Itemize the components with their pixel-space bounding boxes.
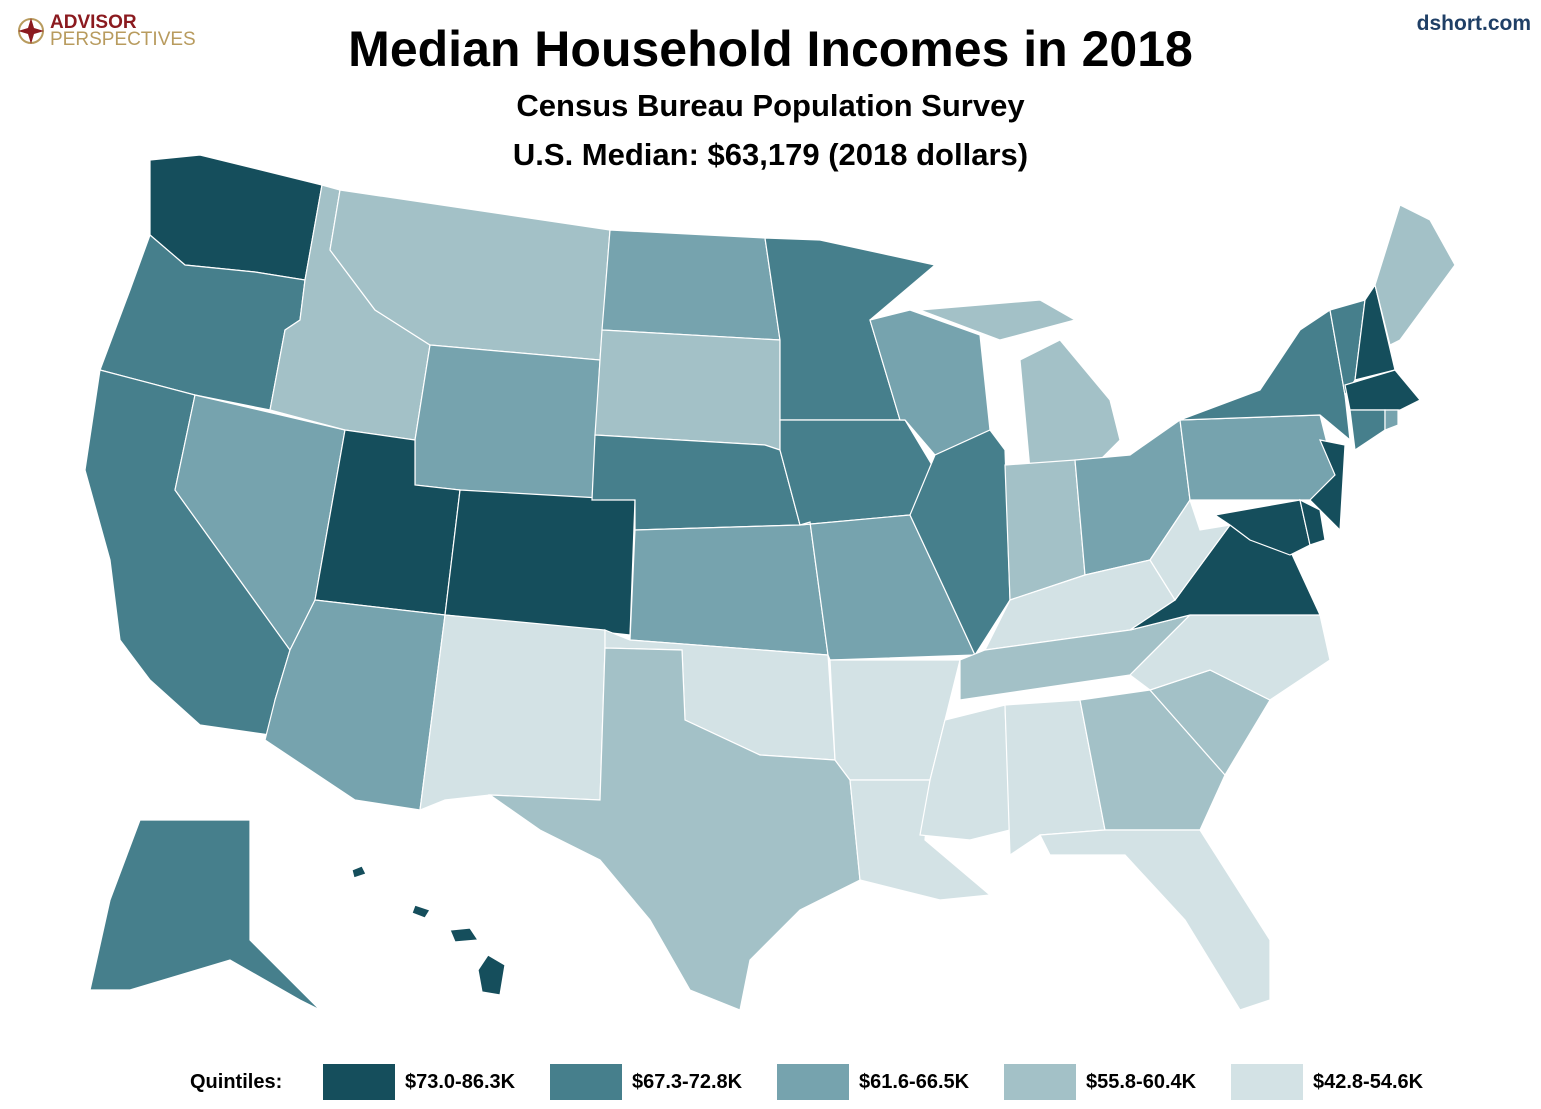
legend-swatch: [1004, 1064, 1076, 1100]
state-hi: [351, 865, 506, 996]
state-ga: [1079, 689, 1226, 831]
legend-item-label: $61.6-66.5K: [859, 1070, 970, 1093]
legend-swatch: [323, 1064, 395, 1100]
logo-line2: PERSPECTIVES: [50, 29, 196, 50]
legend: Quintiles: $73.0-86.3K $67.3-72.8K $61.6…: [190, 1064, 1490, 1100]
us-choropleth-map: [84, 154, 1456, 1011]
legend-item-label: $42.8-54.6K: [1313, 1070, 1424, 1093]
site-name: dshort.com: [1416, 12, 1531, 35]
legend-item-label: $55.8-60.4K: [1086, 1070, 1197, 1093]
state-sd: [594, 329, 781, 451]
legend-swatch: [777, 1064, 849, 1100]
state-nm: [419, 614, 606, 811]
state-me: [1374, 204, 1456, 346]
state-nd: [601, 229, 781, 341]
map-subtitle-median: U.S. Median: $63,179 (2018 dollars): [512, 137, 1029, 172]
state-nj: [1309, 439, 1346, 532]
state-fl: [1039, 829, 1271, 1011]
legend-item-label: $67.3-72.8K: [632, 1070, 743, 1093]
state-ak: [89, 819, 321, 1011]
legend-item-label: $73.0-86.3K: [405, 1070, 516, 1093]
logo-line1: ADVISOR: [50, 12, 137, 33]
state-co: [444, 489, 636, 636]
state-de: [1299, 498, 1326, 546]
advisor-perspectives-logo: ADVISOR PERSPECTIVES: [16, 12, 196, 50]
state-ct: [1349, 409, 1386, 452]
state-ma: [1344, 369, 1421, 411]
state-pa: [1179, 414, 1336, 501]
state-il: [909, 429, 1011, 657]
state-tx: [487, 647, 861, 1011]
legend-swatch: [550, 1064, 622, 1100]
state-wv: [1149, 498, 1232, 602]
compass-icon: [18, 18, 44, 44]
state-wy: [414, 344, 601, 501]
map-subtitle: Census Bureau Population Survey: [516, 88, 1025, 123]
legend-label: Quintiles:: [190, 1070, 283, 1093]
map-title: Median Household Incomes in 2018: [348, 21, 1193, 77]
state-ri: [1384, 409, 1399, 431]
legend-swatch: [1231, 1064, 1303, 1100]
state-ks: [629, 521, 829, 656]
